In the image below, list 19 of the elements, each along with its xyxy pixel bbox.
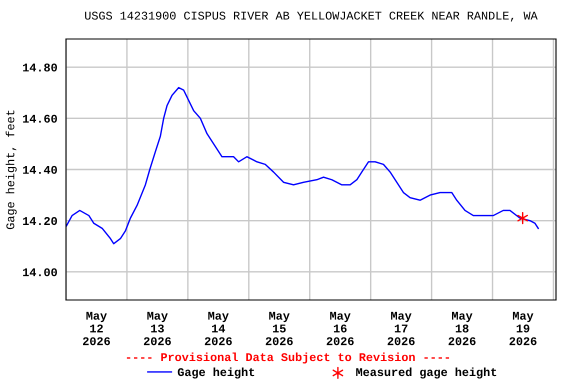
y-tick-label: 14.40: [23, 166, 57, 174]
y-axis-title: Gage height, feet: [6, 110, 17, 230]
y-tick-label: 14.00: [23, 268, 57, 276]
x-tick-label: May 19 2026: [510, 312, 537, 346]
x-tick-label: May 17 2026: [388, 312, 415, 346]
y-tick-label: 14.20: [23, 217, 57, 226]
x-tick-label: May 14 2026: [204, 312, 232, 346]
x-tick-label: May 12 2026: [83, 312, 110, 346]
x-tick-label: May 13 2026: [144, 312, 171, 346]
legend-label: Measured gage height: [356, 367, 496, 379]
x-tick-label: May 16 2026: [326, 312, 354, 346]
line-series: [66, 86, 539, 244]
y-tick-label: 14.60: [23, 114, 57, 123]
chart-title: USGS 14231900 CISPUS RIVER AB YELLOWJACKET CREEK NEAR RANDLE, WA: [85, 12, 538, 22]
x-tick-label: May 18 2026: [448, 312, 476, 346]
text: ---- Provisional Data Subject to Revision ----: [126, 352, 450, 364]
x-tick-label: May 15 2026: [266, 312, 293, 346]
legend-label: Gage height: [178, 367, 254, 379]
y-tick-label: 14.80: [23, 64, 57, 72]
